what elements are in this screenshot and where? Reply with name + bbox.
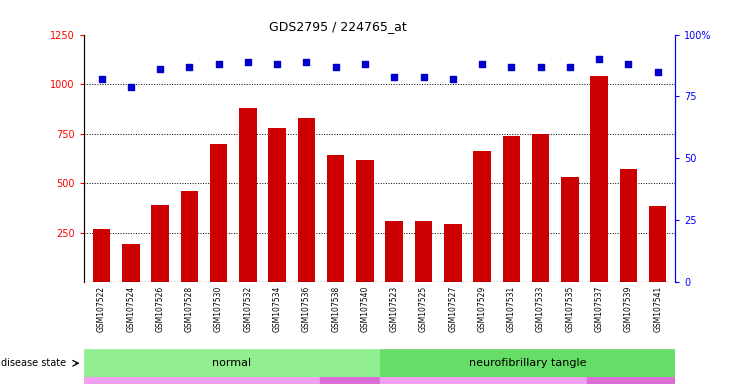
- Bar: [239, 108, 257, 282]
- Text: GSM107536: GSM107536: [302, 286, 311, 332]
- Text: GSM107526: GSM107526: [155, 286, 164, 332]
- Text: GSM107523: GSM107523: [390, 286, 399, 332]
- Text: GSM107532: GSM107532: [243, 286, 253, 332]
- Bar: [84, 377, 114, 384]
- Text: GSM107522: GSM107522: [97, 286, 106, 332]
- Bar: [591, 76, 608, 282]
- Bar: [180, 191, 198, 282]
- Point: [505, 64, 517, 70]
- Bar: [620, 169, 637, 282]
- Bar: [114, 377, 143, 384]
- Bar: [143, 377, 172, 384]
- Point: [535, 64, 547, 70]
- Bar: [356, 161, 374, 282]
- Bar: [532, 134, 550, 282]
- Point: [183, 64, 195, 70]
- Text: GSM107540: GSM107540: [361, 286, 369, 332]
- Bar: [172, 377, 202, 384]
- Point: [418, 74, 429, 80]
- Point: [593, 56, 605, 62]
- Text: GSM107533: GSM107533: [536, 286, 545, 332]
- Text: GSM107535: GSM107535: [565, 286, 575, 332]
- Text: GSM107525: GSM107525: [419, 286, 428, 332]
- Bar: [385, 221, 403, 282]
- Point: [125, 83, 137, 89]
- Point: [96, 76, 107, 82]
- Point: [272, 61, 283, 67]
- Bar: [327, 156, 345, 282]
- Point: [359, 61, 371, 67]
- Bar: [210, 144, 227, 282]
- Bar: [320, 377, 350, 384]
- Bar: [261, 377, 291, 384]
- Text: GSM107538: GSM107538: [331, 286, 340, 332]
- Point: [212, 61, 224, 67]
- Bar: [298, 118, 315, 282]
- Text: GSM107539: GSM107539: [624, 286, 633, 332]
- Point: [476, 61, 488, 67]
- Bar: [202, 377, 231, 384]
- Bar: [291, 377, 320, 384]
- Bar: [350, 377, 380, 384]
- Bar: [269, 128, 286, 282]
- Bar: [439, 377, 469, 384]
- Point: [388, 74, 400, 80]
- Bar: [415, 221, 432, 282]
- Bar: [473, 151, 491, 282]
- Bar: [616, 377, 645, 384]
- Text: GSM107530: GSM107530: [214, 286, 223, 332]
- Bar: [527, 377, 557, 384]
- Point: [301, 59, 312, 65]
- Bar: [151, 205, 169, 282]
- Bar: [409, 377, 439, 384]
- Bar: [645, 377, 675, 384]
- Point: [330, 64, 342, 70]
- Point: [564, 64, 576, 70]
- Text: GSM107537: GSM107537: [595, 286, 604, 332]
- Bar: [557, 377, 587, 384]
- Point: [154, 66, 166, 72]
- Text: disease state: disease state: [1, 358, 66, 368]
- Bar: [93, 229, 110, 282]
- Bar: [380, 377, 409, 384]
- Bar: [502, 136, 520, 282]
- Point: [652, 69, 664, 75]
- Point: [623, 61, 634, 67]
- Point: [447, 76, 458, 82]
- Text: GSM107534: GSM107534: [272, 286, 282, 332]
- Text: GSM107541: GSM107541: [653, 286, 662, 332]
- Bar: [122, 243, 139, 282]
- Bar: [469, 377, 498, 384]
- Text: normal: normal: [212, 358, 251, 368]
- Bar: [561, 177, 579, 282]
- Text: GSM107528: GSM107528: [185, 286, 194, 332]
- Text: GSM107531: GSM107531: [507, 286, 516, 332]
- Bar: [498, 377, 527, 384]
- Bar: [84, 349, 380, 377]
- Text: GSM107527: GSM107527: [448, 286, 457, 332]
- Point: [242, 59, 254, 65]
- Bar: [380, 349, 675, 377]
- Bar: [649, 206, 666, 282]
- Bar: [231, 377, 261, 384]
- Text: GSM107524: GSM107524: [126, 286, 135, 332]
- Text: GSM107529: GSM107529: [477, 286, 487, 332]
- Bar: [587, 377, 616, 384]
- Title: GDS2795 / 224765_at: GDS2795 / 224765_at: [269, 20, 407, 33]
- Text: neurofibrillary tangle: neurofibrillary tangle: [469, 358, 586, 368]
- Bar: [444, 224, 461, 282]
